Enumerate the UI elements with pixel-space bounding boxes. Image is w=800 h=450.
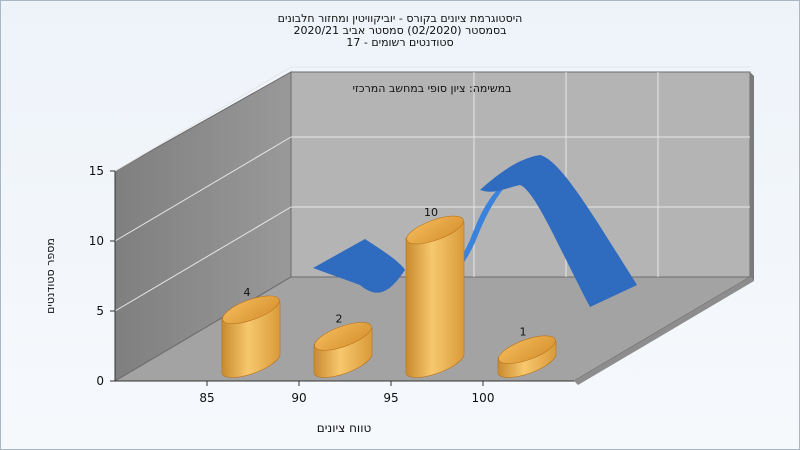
- right-wall-edge: [750, 72, 754, 281]
- x-tick-label-3: 100: [472, 391, 495, 405]
- x-axis-label: טווח ציונים: [317, 421, 372, 435]
- bar-cap-1: [314, 322, 372, 351]
- bar-2: 10: [405, 206, 465, 378]
- series-ribbon-right: [480, 155, 637, 307]
- bar-body-2: [405, 221, 465, 378]
- bar-value-label-3: 1: [520, 326, 527, 339]
- bar-value-label-2: 10: [424, 206, 438, 219]
- bar-value-label-1: 2: [336, 312, 343, 325]
- chart-title-line-2: בסמסטר (02/2020) סמסטר אביב 2020/21: [293, 24, 507, 37]
- y-tick-label-0: 0: [96, 374, 104, 388]
- bars: 4 2 10 1: [221, 206, 557, 378]
- y-tick-label-2: 10: [89, 234, 104, 248]
- x-tick-label-0: 85: [199, 391, 214, 405]
- bar-value-label-0: 4: [244, 286, 251, 299]
- bar-0: 4: [221, 286, 281, 378]
- gridlines: [114, 66, 750, 312]
- gridline-left-3: [114, 66, 292, 172]
- x-tick-label-1: 90: [291, 391, 306, 405]
- gridline-left-2: [114, 136, 292, 242]
- y-axis: 0 5 10 15: [89, 164, 116, 388]
- y-tick-label-1: 5: [96, 304, 104, 318]
- x-axis: 85 90 95 100: [115, 380, 574, 405]
- bar-cap-0: [222, 295, 280, 325]
- y-axis-label: מספר סטודנטים: [44, 238, 57, 314]
- bar-cap-2: [406, 215, 464, 245]
- bar-3: 1: [497, 326, 557, 378]
- gridline-left-1: [114, 206, 292, 312]
- chart-title-line-3: סטודנטים רשומים - 17: [346, 36, 454, 49]
- inner-chart-title: במשימה: ציון סופי במחשב המרכזי: [352, 82, 511, 95]
- bar-cap-3: [498, 335, 556, 364]
- y-tick-label-3: 15: [89, 164, 104, 178]
- x-tick-label-2: 95: [383, 391, 398, 405]
- bar-1: 2: [313, 312, 373, 378]
- series-ribbon: [313, 239, 405, 293]
- floor-front-edge: [574, 277, 754, 385]
- chart-title-line-1: היסטוגרמת ציונים בקורס - יוביקוויטין ומח…: [277, 12, 523, 25]
